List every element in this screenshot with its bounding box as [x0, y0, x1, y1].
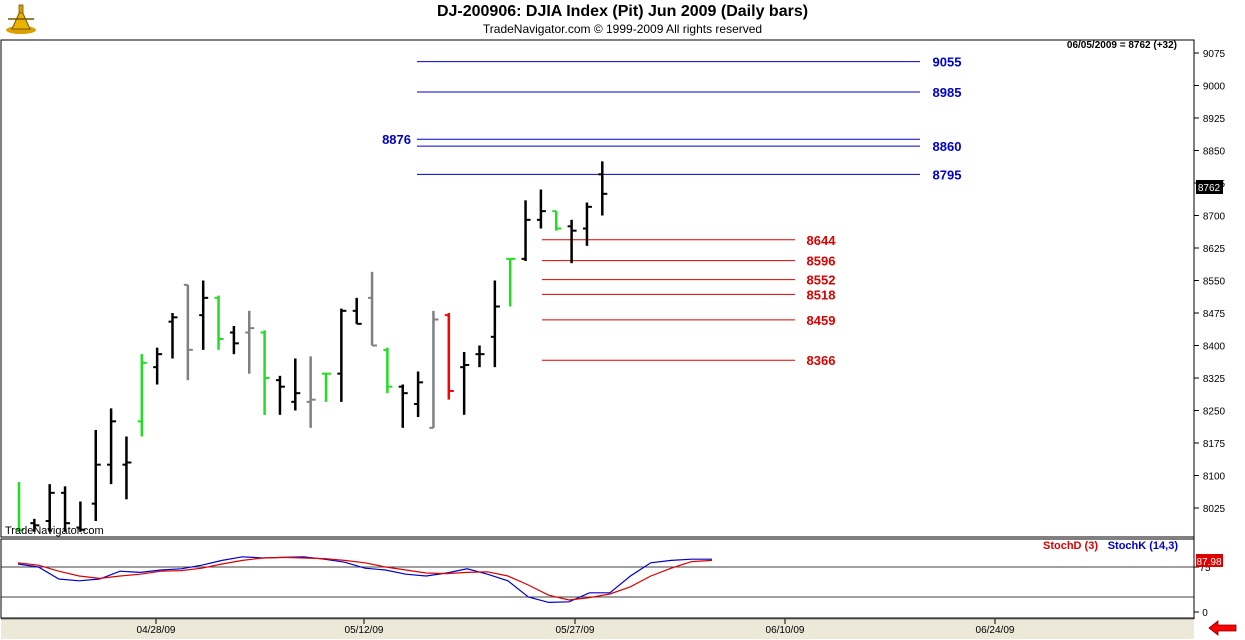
- ohlc-bar: [153, 347, 163, 385]
- price-axis: 8025 8100 8175 8250 8325 8400 8475 8550 8625 8700…: [1194, 49, 1226, 515]
- date-axis: [1, 619, 1194, 639]
- scroll-left-arrow-icon[interactable]: [1208, 619, 1238, 637]
- price-tick-label: 8400: [1203, 342, 1226, 353]
- stoch-d-legend: StochD (3): [1043, 540, 1098, 552]
- stoch-tick-label: 75: [1199, 563, 1211, 574]
- ohlc-bar: [460, 352, 470, 415]
- ohlc-bar: [490, 280, 500, 368]
- stoch-k-legend: StochK (14,3): [1108, 540, 1179, 552]
- last-price-tag-label: 8762: [1198, 183, 1221, 194]
- ohlc-bar: [582, 202, 592, 246]
- price-tick-label: 8475: [1203, 309, 1226, 320]
- ohlc-bar: [536, 189, 546, 229]
- ohlc-bar: [598, 161, 608, 216]
- ohlc-bar: [275, 375, 285, 415]
- ohlc-bar: [76, 501, 86, 532]
- ohlc-bar: [107, 408, 117, 485]
- price-tick-label: 8175: [1203, 439, 1226, 450]
- price-tick-label: 8850: [1203, 147, 1226, 158]
- ohlc-bar: [414, 371, 424, 417]
- red-level-label: 8366: [807, 353, 836, 368]
- price-tick-label: 8025: [1203, 504, 1226, 515]
- date-tick-label: 06/24/09: [976, 625, 1015, 636]
- red-level-label: 8644: [807, 233, 837, 248]
- price-tick-label: 9075: [1203, 49, 1226, 60]
- ohlc-bar: [552, 210, 562, 231]
- ohlc-bar: [214, 295, 224, 350]
- price-tick-label: 9000: [1203, 82, 1226, 93]
- blue-level-label: 8795: [933, 167, 962, 182]
- red-level-label: 8518: [807, 287, 836, 302]
- ohlc-bar: [306, 356, 316, 428]
- ohlc-bar: [352, 297, 362, 325]
- copyright-subtitle: TradeNavigator.com © 1999-2009 All right…: [482, 22, 763, 36]
- blue-level-label: 9055: [933, 55, 962, 70]
- last-price-tag: 8762: [1196, 180, 1223, 194]
- ohlc-bar: [444, 313, 454, 400]
- price-tick-label: 8325: [1203, 374, 1226, 385]
- stoch-k-line: [17, 556, 712, 604]
- date-tick-label: 06/10/09: [766, 625, 805, 636]
- ohlc-bar: [137, 354, 147, 437]
- ohlc-bar: [368, 271, 378, 347]
- red-level-label: 8552: [807, 273, 836, 288]
- chart-header: DJ-200906: DJIA Index (Pit) Jun 2009 (Da…: [0, 0, 1245, 40]
- red-level-label: 8596: [807, 254, 836, 269]
- stochastic-panel: 0 75: [1, 556, 1211, 619]
- blue-level-label: 8876: [382, 132, 411, 147]
- ohlc-bar: [229, 326, 239, 355]
- ohlc-bar: [168, 313, 178, 359]
- date-tick-label: 04/28/09: [137, 625, 176, 636]
- ohlc-bar: [199, 280, 209, 350]
- price-tick-label: 8550: [1203, 277, 1226, 288]
- price-tick-label: 8625: [1203, 244, 1226, 255]
- chart-title: DJ-200906: DJIA Index (Pit) Jun 2009 (Da…: [436, 3, 809, 20]
- stoch-value-tag: 87.98: [1196, 554, 1223, 568]
- ohlc-bar: [398, 384, 408, 428]
- ohlc-bar: [429, 310, 439, 429]
- blue-level-label: 8860: [933, 139, 962, 154]
- ohlc-bar: [30, 518, 40, 532]
- blue-level-label: 8985: [933, 85, 962, 100]
- ohlc-bar: [91, 430, 101, 521]
- date-tick-label: 05/12/09: [345, 625, 384, 636]
- last-price-info: 06/05/2009 = 8762 (+32): [1067, 40, 1177, 51]
- ohlc-bar: [383, 347, 393, 394]
- price-tick-label: 8700: [1203, 212, 1226, 223]
- ohlc-bar: [337, 308, 347, 402]
- red-level-label: 8459: [807, 313, 836, 328]
- date-axis-ticks: 04/28/09 05/12/09 05/27/09 06/10/09 06/24/09: [137, 619, 1015, 636]
- stoch-d-line: [17, 556, 713, 601]
- price-tick-label: 8250: [1203, 407, 1226, 418]
- price-bars: [15, 161, 608, 532]
- price-panel[interactable]: [0, 39, 1195, 538]
- ohlc-bar: [183, 283, 193, 381]
- trade-navigator-logo-icon: [6, 4, 36, 34]
- ohlc-bar: [521, 200, 531, 261]
- ohlc-bar: [61, 486, 71, 532]
- ohlc-bar: [260, 330, 270, 415]
- stoch-value-tag-label: 87.98: [1196, 557, 1221, 568]
- indicator-panel[interactable]: [0, 538, 1195, 619]
- ohlc-bar: [506, 257, 516, 307]
- ohlc-bar: [15, 482, 24, 532]
- ohlc-bar: [567, 219, 577, 264]
- ohlc-bar: [322, 372, 331, 402]
- ohlc-bar: [475, 345, 485, 368]
- watermark-label: TradeNavigator.com: [5, 525, 104, 537]
- ohlc-bar: [245, 310, 255, 374]
- stoch-tick-label: 0: [1202, 608, 1208, 619]
- price-tick-label: 8100: [1203, 472, 1226, 483]
- ohlc-bar: [45, 484, 55, 532]
- date-tick-label: 05/27/09: [556, 625, 595, 636]
- price-tick-label: 8925: [1203, 114, 1226, 125]
- ohlc-bar: [122, 436, 132, 500]
- ohlc-bar: [291, 358, 301, 411]
